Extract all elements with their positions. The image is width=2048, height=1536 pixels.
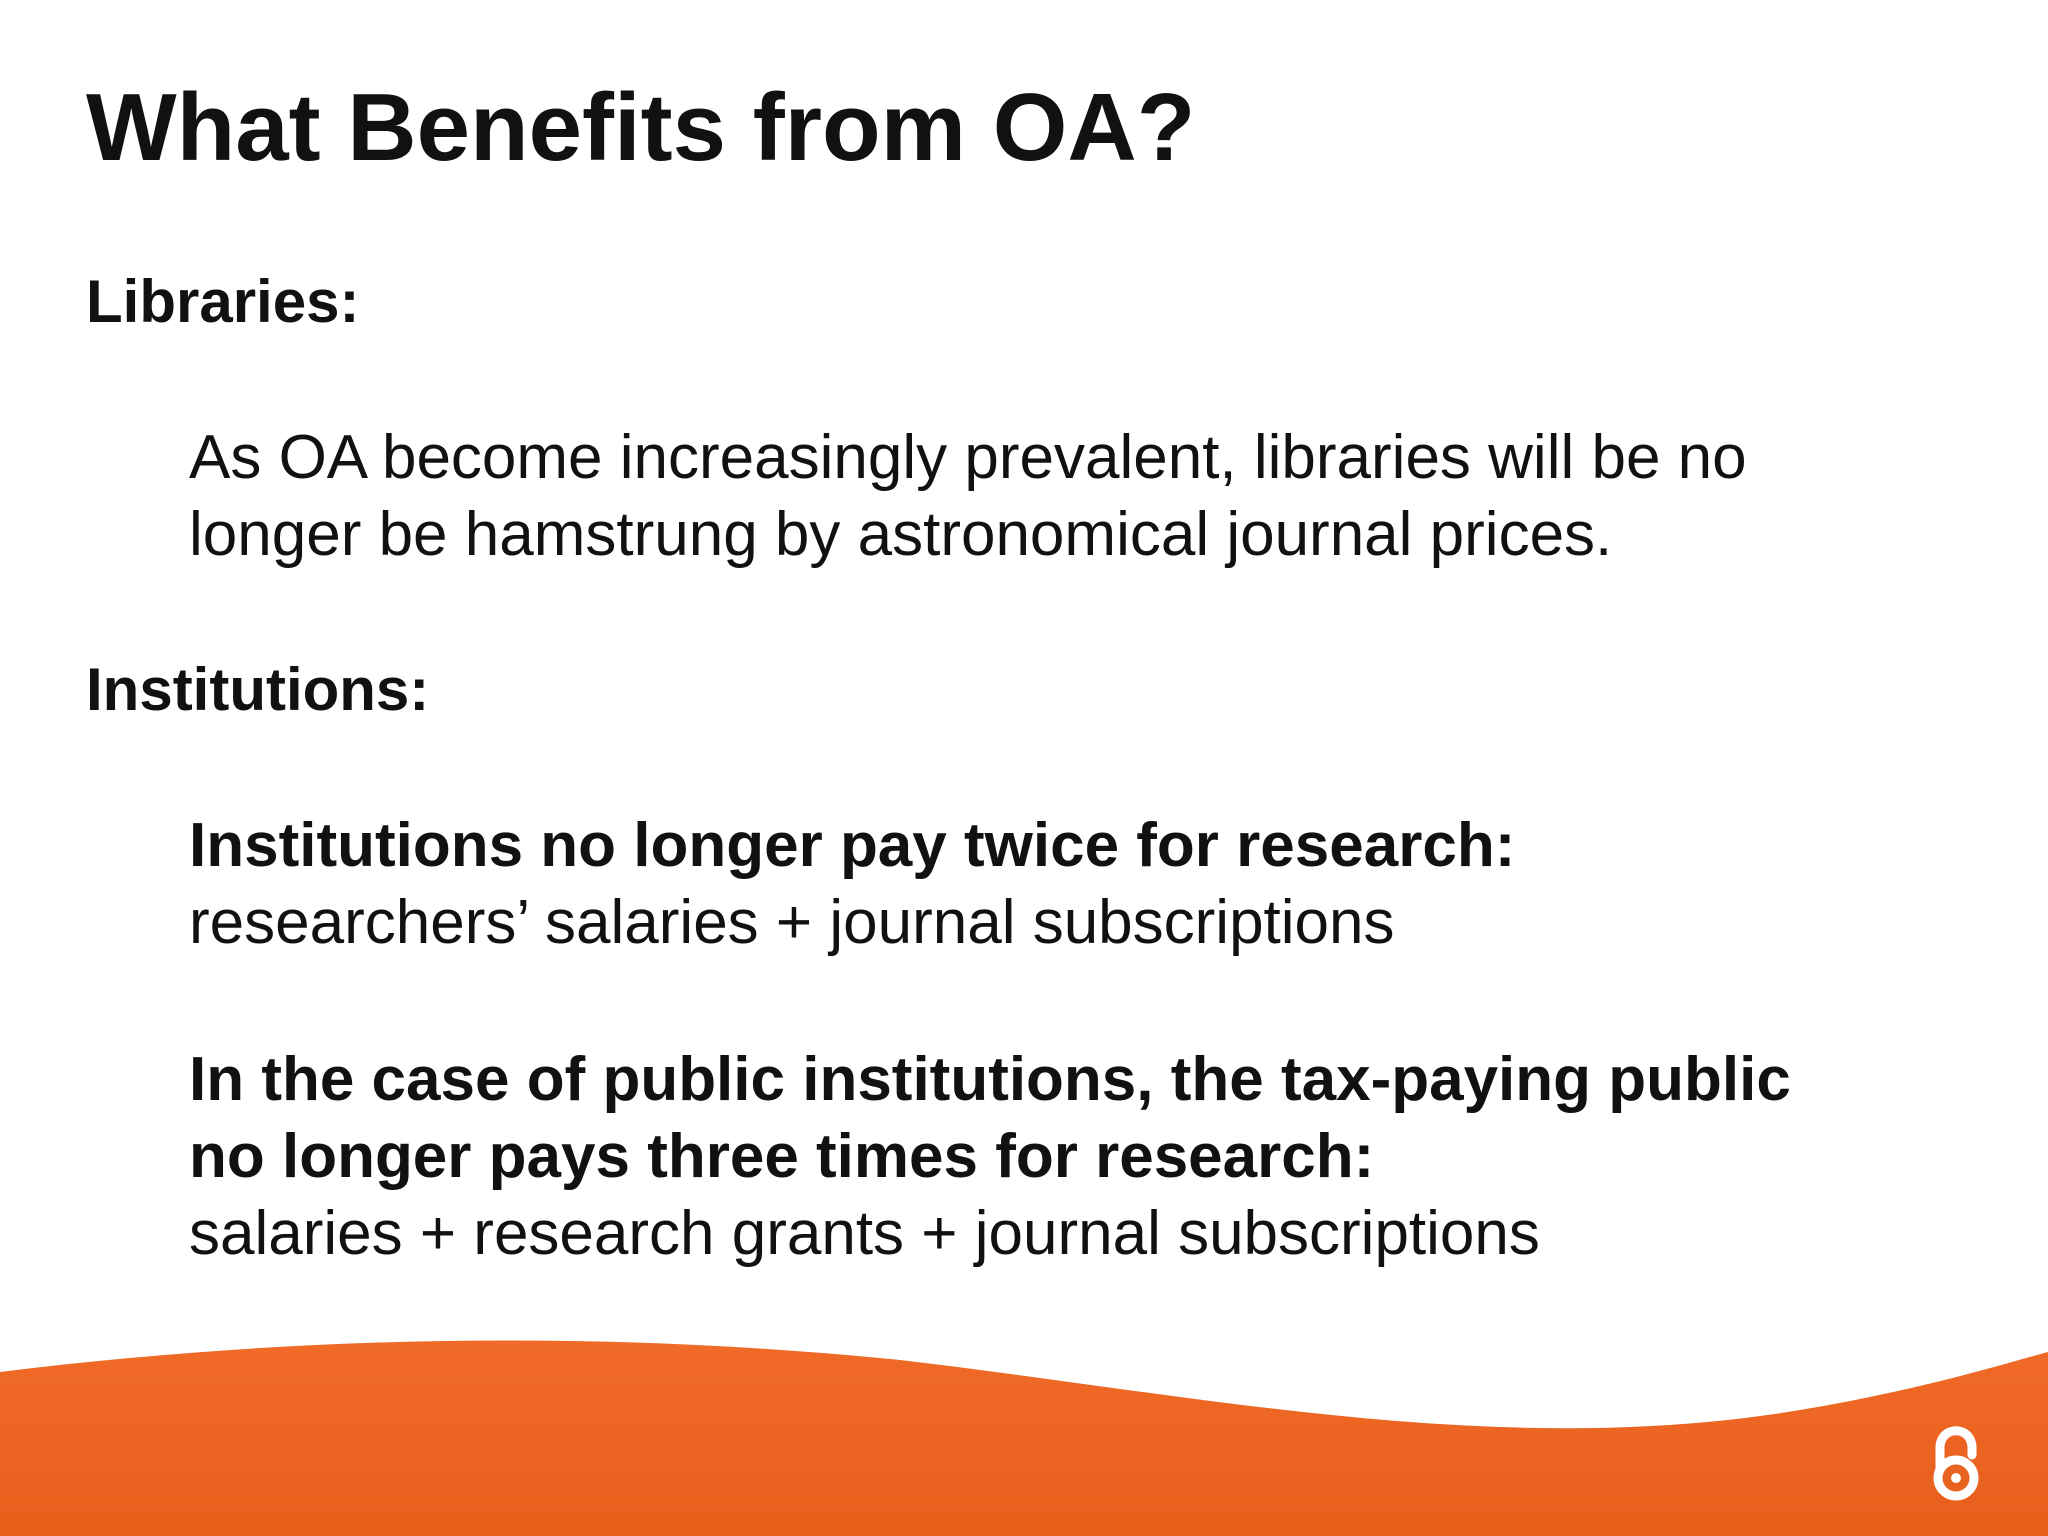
body-line: longer be hamstrung by astronomical jour… xyxy=(189,500,1612,569)
bold-line: Institutions no longer pay twice for res… xyxy=(189,811,1515,880)
body-line: As OA become increasingly prevalent, lib… xyxy=(189,423,1747,492)
bold-line: no longer pays three times for research: xyxy=(189,1122,1374,1191)
bold-line: In the case of public institutions, the … xyxy=(189,1045,1791,1114)
body-line: researchers’ salaries + journal subscrip… xyxy=(189,888,1395,957)
body-line: salaries + research grants + journal sub… xyxy=(189,1199,1540,1268)
footer-wave xyxy=(0,1340,2048,1536)
section-heading: Libraries: xyxy=(86,268,359,335)
content: Libraries: As OA become increasingly prev… xyxy=(86,268,1791,1268)
open-access-logo xyxy=(1933,1426,1979,1501)
slide-title: What Benefits from OA? xyxy=(86,74,1195,181)
section-heading: Institutions: xyxy=(86,656,429,723)
